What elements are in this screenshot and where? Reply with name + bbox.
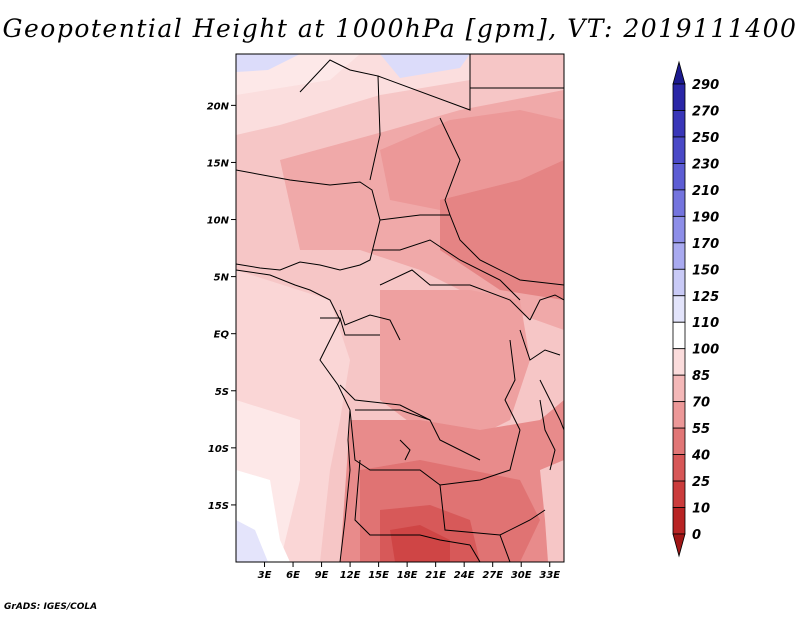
colorbar-segment [672, 189, 686, 217]
colorbar-segment [672, 454, 686, 482]
map-frame [235, 53, 565, 563]
x-tick-label: 3E [258, 570, 272, 581]
y-tick-label: 15S [208, 501, 229, 512]
colorbar-label: 230 [692, 157, 719, 172]
colorbar-label: 125 [692, 290, 719, 305]
colorbar-segment [672, 507, 686, 535]
x-tick-label: 6E [286, 570, 300, 581]
colorbar-label: 70 [692, 396, 710, 411]
height-field [236, 54, 564, 562]
x-tick-label: 15E [368, 570, 389, 581]
colorbar-segment [672, 321, 686, 350]
y-tick-label: 5N [214, 273, 230, 284]
x-axis: 3E 6E 9E 12E 15E 18E 21E 24E 27E 30E 33E [258, 562, 560, 581]
colorbar-segment [672, 348, 686, 376]
colorbar-segment [672, 268, 686, 297]
colorbar-label: 40 [691, 449, 710, 464]
colorbar-segment [672, 401, 686, 429]
x-tick-label: 24E [454, 570, 475, 581]
y-tick-label: EQ [214, 330, 230, 341]
y-tick-label: 10S [208, 444, 229, 455]
colorbar-max-triangle [672, 60, 686, 85]
colorbar-segment [672, 242, 686, 270]
y-tick-label: 5S [215, 387, 229, 398]
colorbar-label: 150 [692, 263, 719, 278]
colorbar-segment [672, 136, 686, 164]
colorbar-segment [672, 83, 686, 111]
colorbar-label: 170 [692, 237, 719, 252]
country-borders [236, 54, 564, 562]
colorbar-label: 10 [692, 502, 710, 517]
colorbar: 2902702502302101901701501251101008570554… [672, 60, 719, 558]
x-tick-label: 18E [397, 570, 418, 581]
y-axis: 20N 15N 10N 5N EQ 5S 10S 15S [207, 101, 236, 512]
x-tick-label: 9E [315, 570, 329, 581]
colorbar-label: 100 [692, 343, 719, 358]
chart-title: Geopotential Height at 1000hPa [gpm], VT… [2, 14, 798, 43]
colorbar-segment [672, 163, 686, 191]
y-tick-label: 10N [207, 216, 230, 227]
colorbar-label: 290 [692, 78, 719, 93]
x-tick-label: 30E [511, 570, 532, 581]
colorbar-label: 190 [692, 210, 719, 225]
colorbar-label: 0 [692, 528, 701, 543]
colorbar-label: 210 [692, 184, 719, 199]
colorbar-min-triangle [672, 533, 686, 558]
colorbar-label: 110 [692, 316, 719, 331]
x-tick-label: 27E [482, 570, 503, 581]
x-tick-label: 21E [425, 570, 446, 581]
colorbar-segment [672, 374, 686, 403]
colorbar-label: 25 [692, 475, 710, 490]
x-tick-label: 33E [539, 570, 560, 581]
y-tick-label: 15N [207, 158, 230, 169]
colorbar-segment [672, 295, 686, 323]
x-tick-label: 12E [340, 570, 361, 581]
colorbar-segment [672, 215, 686, 244]
colorbar-label: 250 [692, 131, 719, 146]
colorbar-label: 270 [692, 104, 719, 119]
colorbar-segment [672, 110, 686, 138]
colorbar-label: 55 [692, 422, 710, 437]
colorbar-segment [672, 480, 686, 508]
y-tick-label: 20N [207, 101, 230, 112]
colorbar-segment [672, 427, 686, 455]
colorbar-label: 85 [692, 369, 710, 384]
grads-credit: GrADS: IGES/COLA [4, 602, 98, 612]
